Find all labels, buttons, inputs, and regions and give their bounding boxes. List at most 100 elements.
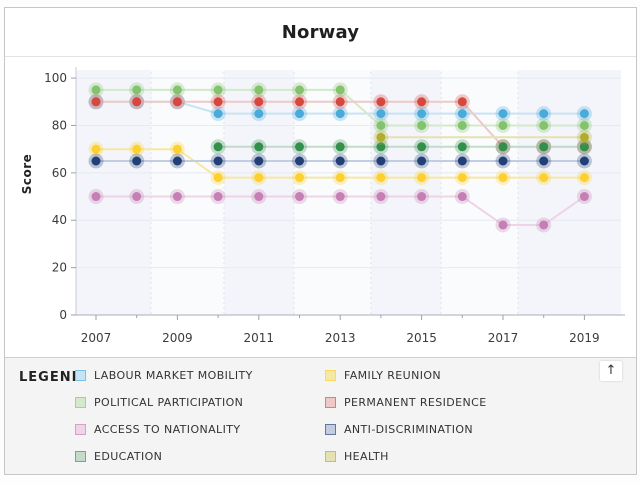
data-point[interactable]: [579, 142, 589, 152]
data-point[interactable]: [213, 85, 223, 95]
data-point[interactable]: [498, 220, 508, 230]
data-point[interactable]: [376, 142, 386, 152]
data-point[interactable]: [213, 192, 223, 202]
y-tick-label: 80: [52, 118, 67, 132]
data-point[interactable]: [295, 156, 304, 166]
data-point[interactable]: [457, 173, 467, 183]
data-point[interactable]: [254, 156, 264, 166]
data-point[interactable]: [213, 156, 223, 166]
data-point[interactable]: [335, 85, 345, 95]
data-point[interactable]: [172, 144, 182, 154]
data-point[interactable]: [539, 109, 549, 119]
data-point[interactable]: [295, 142, 304, 152]
data-point[interactable]: [417, 97, 427, 107]
data-point[interactable]: [91, 156, 101, 166]
legend-item-anti-discrimination[interactable]: ANTI-DISCRIMINATION: [325, 416, 575, 443]
legend-item-label: EDUCATION: [94, 450, 163, 463]
data-point[interactable]: [498, 173, 508, 183]
data-point[interactable]: [417, 192, 427, 202]
legend-item-health[interactable]: HEALTH: [325, 443, 575, 470]
legend-item-labour-market-mobility[interactable]: LABOUR MARKET MOBILITY: [75, 362, 325, 389]
data-point[interactable]: [579, 132, 589, 142]
data-point[interactable]: [376, 120, 386, 130]
data-point[interactable]: [376, 109, 386, 119]
data-point[interactable]: [91, 85, 101, 95]
data-point[interactable]: [213, 173, 223, 183]
data-point[interactable]: [457, 142, 467, 152]
data-point[interactable]: [498, 109, 508, 119]
data-point[interactable]: [539, 120, 549, 130]
data-point[interactable]: [539, 173, 549, 183]
data-point[interactable]: [213, 97, 223, 107]
data-point[interactable]: [417, 142, 427, 152]
legend-item-access-to-nationality[interactable]: ACCESS TO NATIONALITY: [75, 416, 325, 443]
data-point[interactable]: [254, 97, 264, 107]
data-point[interactable]: [254, 173, 264, 183]
data-point[interactable]: [132, 97, 142, 107]
legend-item-label: ACCESS TO NATIONALITY: [94, 423, 241, 436]
data-point[interactable]: [417, 156, 427, 166]
data-point[interactable]: [172, 97, 182, 107]
data-point[interactable]: [539, 220, 549, 230]
data-point[interactable]: [417, 109, 427, 119]
data-point[interactable]: [254, 192, 264, 202]
data-point[interactable]: [295, 109, 304, 119]
data-point[interactable]: [457, 120, 467, 130]
data-point[interactable]: [579, 173, 589, 183]
legend-item-education[interactable]: EDUCATION: [75, 443, 325, 470]
data-point[interactable]: [335, 156, 345, 166]
data-point[interactable]: [579, 109, 589, 119]
data-point[interactable]: [172, 85, 182, 95]
data-point[interactable]: [417, 120, 427, 130]
data-point[interactable]: [172, 192, 182, 202]
data-point[interactable]: [376, 97, 386, 107]
data-point[interactable]: [417, 173, 427, 183]
data-point[interactable]: [376, 156, 386, 166]
data-point[interactable]: [579, 120, 589, 130]
data-point[interactable]: [132, 85, 142, 95]
data-point[interactable]: [579, 192, 589, 202]
scroll-to-top-button[interactable]: ↑: [600, 361, 622, 381]
data-point[interactable]: [295, 192, 304, 202]
legend-item-family-reunion[interactable]: FAMILY REUNION: [325, 362, 575, 389]
anti-discrimination-swatch-icon: [325, 424, 336, 435]
data-point[interactable]: [254, 85, 264, 95]
data-point[interactable]: [335, 142, 345, 152]
data-point[interactable]: [457, 97, 467, 107]
data-point[interactable]: [457, 156, 467, 166]
data-point[interactable]: [457, 109, 467, 119]
legend-item-political-participation[interactable]: POLITICAL PARTICIPATION: [75, 389, 325, 416]
data-point[interactable]: [91, 144, 101, 154]
data-point[interactable]: [457, 192, 467, 202]
data-point[interactable]: [498, 156, 508, 166]
data-point[interactable]: [498, 120, 508, 130]
data-point[interactable]: [295, 173, 304, 183]
data-point[interactable]: [91, 97, 101, 107]
legend-item-permanent-residence[interactable]: PERMANENT RESIDENCE: [325, 389, 575, 416]
data-point[interactable]: [213, 109, 223, 119]
data-point[interactable]: [132, 144, 142, 154]
data-point[interactable]: [254, 142, 264, 152]
data-point[interactable]: [376, 192, 386, 202]
data-point[interactable]: [172, 156, 182, 166]
data-point[interactable]: [376, 132, 386, 142]
data-point[interactable]: [295, 85, 304, 95]
data-point[interactable]: [579, 156, 589, 166]
data-point[interactable]: [213, 142, 223, 152]
data-point[interactable]: [498, 142, 508, 152]
data-point[interactable]: [335, 173, 345, 183]
plot-band: [441, 70, 518, 315]
data-point[interactable]: [539, 156, 549, 166]
data-point[interactable]: [91, 192, 101, 202]
legend-title: LEGEND: [19, 370, 84, 385]
data-point[interactable]: [539, 142, 549, 152]
data-point[interactable]: [335, 109, 345, 119]
legend-item-label: HEALTH: [344, 450, 389, 463]
data-point[interactable]: [132, 156, 142, 166]
data-point[interactable]: [335, 192, 345, 202]
data-point[interactable]: [132, 192, 142, 202]
data-point[interactable]: [295, 97, 304, 107]
data-point[interactable]: [335, 97, 345, 107]
data-point[interactable]: [254, 109, 264, 119]
data-point[interactable]: [376, 173, 386, 183]
